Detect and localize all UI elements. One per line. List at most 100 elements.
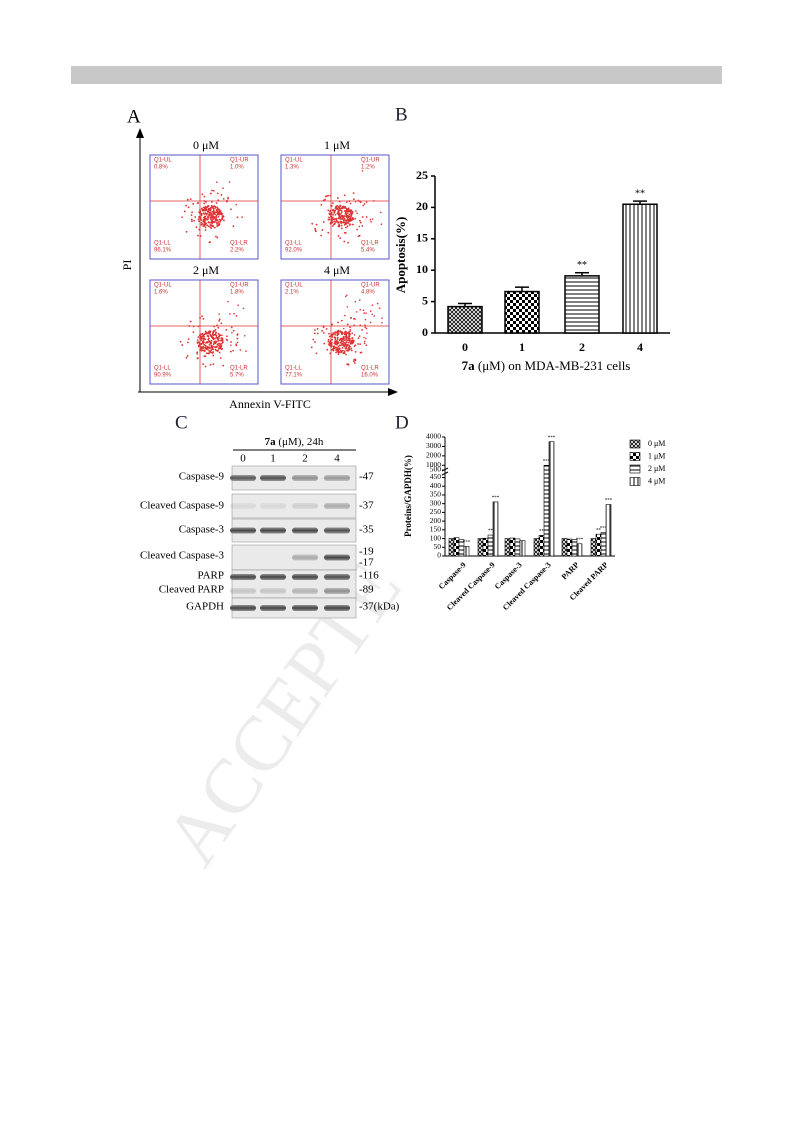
quadrant-percent: 2.2% xyxy=(230,248,244,254)
cell-dot xyxy=(347,209,350,211)
cell-dot xyxy=(218,218,221,221)
cell-dot xyxy=(334,331,337,334)
cell-dot xyxy=(349,329,352,331)
bar xyxy=(492,501,499,557)
quadrant-percent: 1.8% xyxy=(230,290,244,296)
cell-dot xyxy=(336,346,338,349)
bar xyxy=(605,504,612,557)
mw-label: -89 xyxy=(359,584,374,596)
cell-dot xyxy=(212,221,215,224)
cell-dot xyxy=(202,347,205,350)
blot-band xyxy=(292,554,318,561)
cell-dot xyxy=(345,214,348,217)
cell-dot xyxy=(217,339,220,342)
cell-dot xyxy=(341,337,344,340)
cell-dot xyxy=(181,344,184,346)
cell-dot xyxy=(349,338,351,340)
cell-dot xyxy=(236,337,239,340)
cell-dot xyxy=(237,333,239,335)
arrow-head xyxy=(388,388,398,396)
cell-dot xyxy=(217,347,220,349)
cell-dot xyxy=(209,221,211,224)
cell-dot xyxy=(242,307,245,310)
cell-dot xyxy=(349,316,352,319)
cell-dot xyxy=(348,345,351,348)
cell-dot xyxy=(211,348,214,351)
cell-dot xyxy=(210,216,212,218)
cell-dot xyxy=(193,219,196,222)
cell-dot xyxy=(340,350,343,353)
cell-dot xyxy=(215,219,217,222)
cell-dot xyxy=(369,218,372,221)
cell-dot xyxy=(206,209,208,211)
cell-dot xyxy=(218,351,221,354)
y-tick-label: 350 xyxy=(430,490,442,499)
cell-dot xyxy=(209,209,212,211)
bar xyxy=(566,538,573,557)
cell-dot xyxy=(336,342,339,345)
cell-dot xyxy=(208,211,210,214)
cell-dot xyxy=(216,192,219,195)
quadrant-name: Q1-LR xyxy=(230,241,248,247)
cell-dot xyxy=(222,215,225,218)
cell-dot xyxy=(213,211,216,214)
cell-dot xyxy=(214,346,216,348)
cell-dot xyxy=(338,217,341,220)
cell-dot xyxy=(379,211,382,214)
cell-dot xyxy=(346,210,348,213)
cell-dot xyxy=(190,214,193,217)
cell-dot xyxy=(201,333,204,336)
bar xyxy=(448,538,455,557)
cell-dot xyxy=(365,312,367,314)
cell-dot xyxy=(371,313,374,315)
cell-dot xyxy=(348,348,351,351)
cell-dot xyxy=(209,363,212,366)
cell-dot xyxy=(337,213,340,216)
cell-dot xyxy=(351,332,353,335)
cell-dot xyxy=(347,364,350,366)
cell-dot xyxy=(365,201,368,203)
blot-header: 7a (μM), 24h xyxy=(265,436,324,448)
cell-dot xyxy=(217,349,219,352)
cell-dot xyxy=(333,222,336,225)
bar xyxy=(514,538,521,557)
mw-label: -37 xyxy=(359,500,374,512)
cell-dot xyxy=(330,218,333,221)
cell-dot xyxy=(218,335,221,338)
cell-dot xyxy=(202,363,205,366)
cell-dot xyxy=(343,240,346,243)
cell-dot xyxy=(218,345,220,347)
cell-dot xyxy=(316,327,319,330)
cell-dot xyxy=(345,338,347,341)
blot-band xyxy=(324,475,350,481)
cell-dot xyxy=(206,218,209,221)
quadrant-name: Q1-LL xyxy=(154,366,171,372)
cell-dot xyxy=(335,331,338,334)
quadrant-percent: 77.1% xyxy=(285,373,303,379)
cell-dot xyxy=(325,195,328,198)
cell-dot xyxy=(203,208,206,210)
cell-dot xyxy=(328,335,331,338)
axis-label: Annexin V-FITC xyxy=(229,397,311,411)
cell-dot xyxy=(347,349,349,352)
cell-dot xyxy=(353,198,355,201)
cell-dot xyxy=(363,336,365,339)
cell-dot xyxy=(216,219,219,221)
cell-dot xyxy=(189,320,192,323)
cell-dot xyxy=(210,344,213,347)
cell-dot xyxy=(350,210,353,213)
panel-label: C xyxy=(175,412,188,433)
cell-dot xyxy=(214,332,217,335)
quadrant-percent: 2.1% xyxy=(285,290,299,296)
bar xyxy=(622,203,658,334)
cell-dot xyxy=(352,360,355,363)
cell-dot xyxy=(211,216,214,219)
cell-dot xyxy=(191,211,193,214)
cell-dot xyxy=(364,324,366,326)
cell-dot xyxy=(204,338,207,341)
header-bar xyxy=(71,66,722,84)
cell-dot xyxy=(196,339,199,341)
blot-band xyxy=(292,588,318,594)
cell-dot xyxy=(204,365,207,368)
cell-dot xyxy=(343,350,346,353)
